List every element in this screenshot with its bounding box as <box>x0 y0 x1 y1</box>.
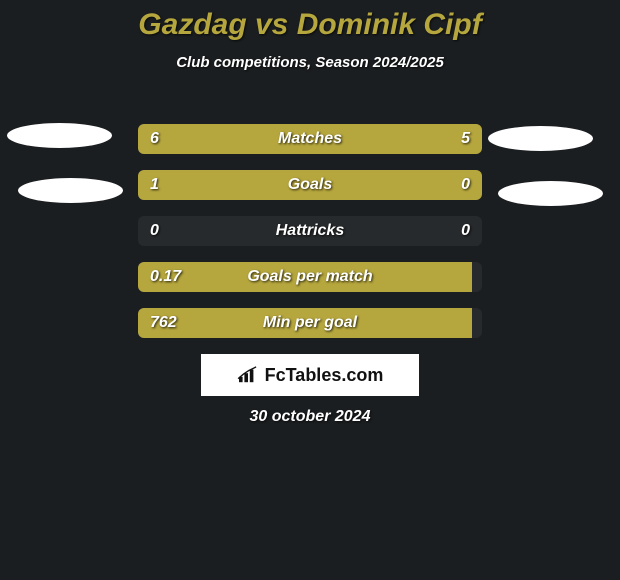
player-left-ellipse-1 <box>7 123 112 148</box>
page-title: Gazdag vs Dominik Cipf <box>0 0 620 42</box>
player-left-ellipse-2 <box>18 178 123 203</box>
stat-label: Goals per match <box>138 262 482 292</box>
stat-label: Matches <box>138 124 482 154</box>
logo-text: FcTables.com <box>265 365 384 386</box>
stat-row-goals-per-match: 0.17 Goals per match <box>138 262 482 292</box>
stat-row-min-per-goal: 762 Min per goal <box>138 308 482 338</box>
stat-label: Goals <box>138 170 482 200</box>
stat-row-goals: 1 Goals 0 <box>138 170 482 200</box>
fctables-logo[interactable]: FcTables.com <box>201 354 419 396</box>
stat-row-matches: 6 Matches 5 <box>138 124 482 154</box>
stat-value-right: 0 <box>461 170 470 200</box>
page-subtitle: Club competitions, Season 2024/2025 <box>0 54 620 71</box>
stats-bars: 6 Matches 5 1 Goals 0 0 Hattricks 0 0.17… <box>138 124 482 354</box>
stat-label: Hattricks <box>138 216 482 246</box>
bar-chart-icon <box>237 366 259 384</box>
stat-value-right: 0 <box>461 216 470 246</box>
stat-value-right: 5 <box>461 124 470 154</box>
stat-row-hattricks: 0 Hattricks 0 <box>138 216 482 246</box>
player-right-ellipse-2 <box>498 181 603 206</box>
player-right-ellipse-1 <box>488 126 593 151</box>
date-text: 30 october 2024 <box>0 408 620 426</box>
stat-label: Min per goal <box>138 308 482 338</box>
